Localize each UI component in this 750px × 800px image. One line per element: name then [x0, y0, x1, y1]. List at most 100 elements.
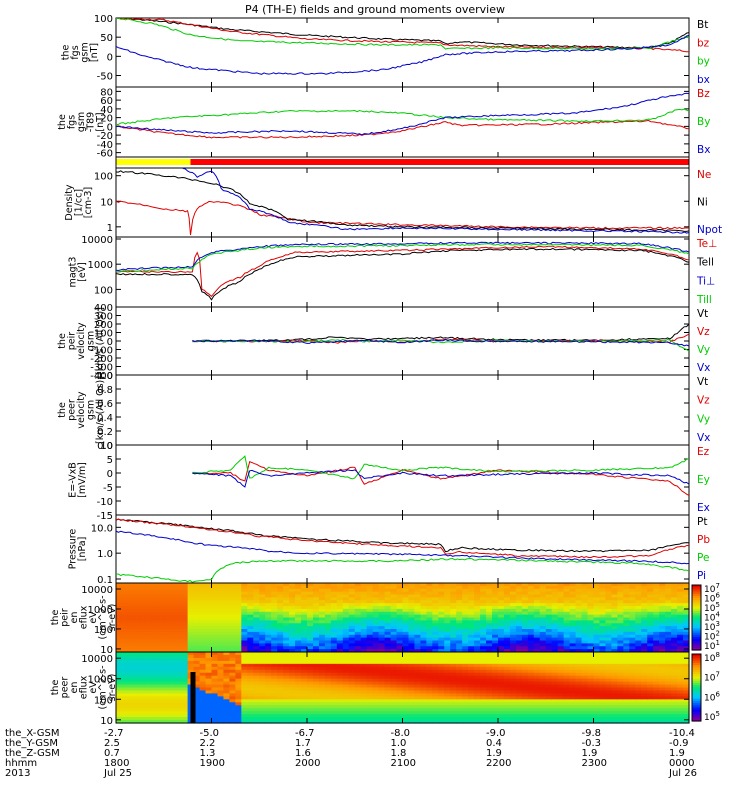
- spectrogram-cell: [223, 699, 231, 703]
- spectrogram-cell: [307, 717, 314, 721]
- spectrogram-cell: [211, 702, 219, 706]
- spectrogram-cell: [295, 699, 302, 703]
- spectrogram-cell: [307, 603, 314, 607]
- spectrogram-cell: [402, 591, 410, 596]
- spectrogram-cell: [217, 672, 225, 677]
- spectrogram-cell: [527, 690, 535, 695]
- spectrogram-cell: [307, 600, 314, 604]
- panel-fgs_gsm_dB: 806040200-20-40-60thefgsgsm-T89[nT]BzByB…: [57, 86, 710, 160]
- spectrogram-cell: [265, 611, 272, 616]
- spectrogram-cell: [503, 631, 511, 636]
- spectrogram-cell: [557, 660, 565, 665]
- spectrogram-cell: [456, 672, 463, 677]
- spectrogram-cell: [641, 684, 648, 689]
- spectrogram-cell: [414, 631, 422, 636]
- spectrogram-cell: [259, 649, 266, 653]
- spectrogram-cell: [157, 631, 165, 636]
- spectrogram-cell: [127, 652, 135, 656]
- spectrogram-cell: [647, 652, 654, 656]
- spectrogram-cell: [157, 649, 165, 653]
- spectrogram-cell: [330, 705, 338, 709]
- series-line-temperature-te: [116, 245, 689, 298]
- spectrogram-cell: [205, 654, 213, 659]
- spectrogram-cell: [127, 705, 135, 709]
- spectrogram-cell: [432, 643, 439, 647]
- y-axis-label: eflux: [79, 605, 90, 629]
- spectrogram-cell: [611, 591, 618, 596]
- spectrogram-cell: [229, 690, 236, 695]
- spectrogram-cell: [235, 684, 242, 689]
- spectrogram-cell: [587, 617, 595, 621]
- spectrogram-cell: [462, 620, 469, 624]
- spectrogram-cell: [498, 681, 505, 686]
- spectrogram-cell: [217, 646, 225, 650]
- spectrogram-cell: [635, 597, 642, 601]
- spectrogram-cell: [283, 646, 290, 650]
- spectrogram-cell: [665, 702, 672, 706]
- spectrogram-cell: [629, 634, 636, 639]
- spectrogram-cell: [253, 678, 260, 683]
- spectrogram-cell: [259, 657, 266, 662]
- spectrogram-cell: [181, 597, 189, 601]
- spectrogram-cell: [515, 583, 523, 587]
- spectrogram-cell: [486, 652, 493, 656]
- spectrogram-cell: [635, 711, 642, 715]
- y-tick-label: 200: [94, 320, 113, 331]
- spectrogram-cell: [378, 643, 386, 647]
- spectrogram-cell: [503, 626, 511, 630]
- spectrogram-cell: [683, 591, 690, 596]
- spectrogram-cell: [450, 714, 457, 718]
- spectrogram-cell: [659, 687, 666, 692]
- spectrogram-cell: [462, 708, 469, 712]
- spectrogram-cell: [348, 614, 356, 619]
- spectrogram-cell: [432, 606, 439, 610]
- spectrogram-cell: [372, 629, 380, 633]
- spectrogram-cell: [175, 696, 183, 700]
- spectrogram-cell: [295, 606, 302, 610]
- spectrogram-cell: [121, 585, 129, 590]
- spectrogram-cell: [211, 591, 219, 596]
- spectrogram-cell: [289, 634, 296, 639]
- spectrogram-cell: [545, 714, 553, 718]
- spectrogram-cell: [629, 675, 636, 680]
- spectrogram-cell: [307, 711, 314, 715]
- spectrogram-cell: [563, 663, 571, 668]
- spectrogram-cell: [169, 684, 177, 689]
- spectrogram-cell: [432, 646, 439, 650]
- spectrogram-cell: [187, 652, 195, 656]
- spectrogram-cell: [539, 652, 547, 656]
- spectrogram-cell: [307, 631, 314, 636]
- spectrogram-cell: [229, 600, 236, 604]
- spectrogram-cell: [289, 705, 296, 709]
- spectrogram-cell: [539, 684, 547, 689]
- spectrogram-cell: [563, 672, 571, 677]
- spectrogram-cell: [139, 623, 147, 627]
- colorbar-step: [692, 615, 701, 619]
- spectrogram-cell: [462, 657, 469, 662]
- spectrogram-cell: [330, 687, 338, 692]
- spectrogram-cell: [503, 600, 511, 604]
- spectrogram-cell: [420, 611, 427, 616]
- spectrogram-cell: [312, 681, 320, 686]
- spectrogram-cell: [468, 614, 475, 619]
- spectrogram-cell: [653, 696, 660, 700]
- spectrogram-cell: [330, 657, 338, 662]
- y-tick-label: -5: [103, 483, 113, 494]
- spectrogram-cell: [283, 588, 290, 593]
- spectrogram-cell: [486, 705, 493, 709]
- spectrogram-cell: [432, 637, 439, 642]
- spectrogram-cell: [253, 637, 260, 642]
- spectrogram-cell: [623, 611, 630, 616]
- spectrogram-cell: [402, 643, 410, 647]
- spectrogram-cell: [229, 583, 236, 587]
- spectrogram-cell: [527, 652, 535, 656]
- spectrogram-cell: [312, 640, 320, 644]
- y-axis-label: [nT]: [95, 112, 106, 131]
- spectrogram-cell: [515, 620, 523, 624]
- spectrogram-cell: [539, 672, 547, 677]
- spectrogram-cell: [462, 623, 469, 627]
- spectrogram-cell: [468, 585, 475, 590]
- spectrogram-cell: [157, 657, 165, 662]
- spectrogram-cell: [671, 720, 678, 724]
- spectrogram-cell: [145, 681, 153, 686]
